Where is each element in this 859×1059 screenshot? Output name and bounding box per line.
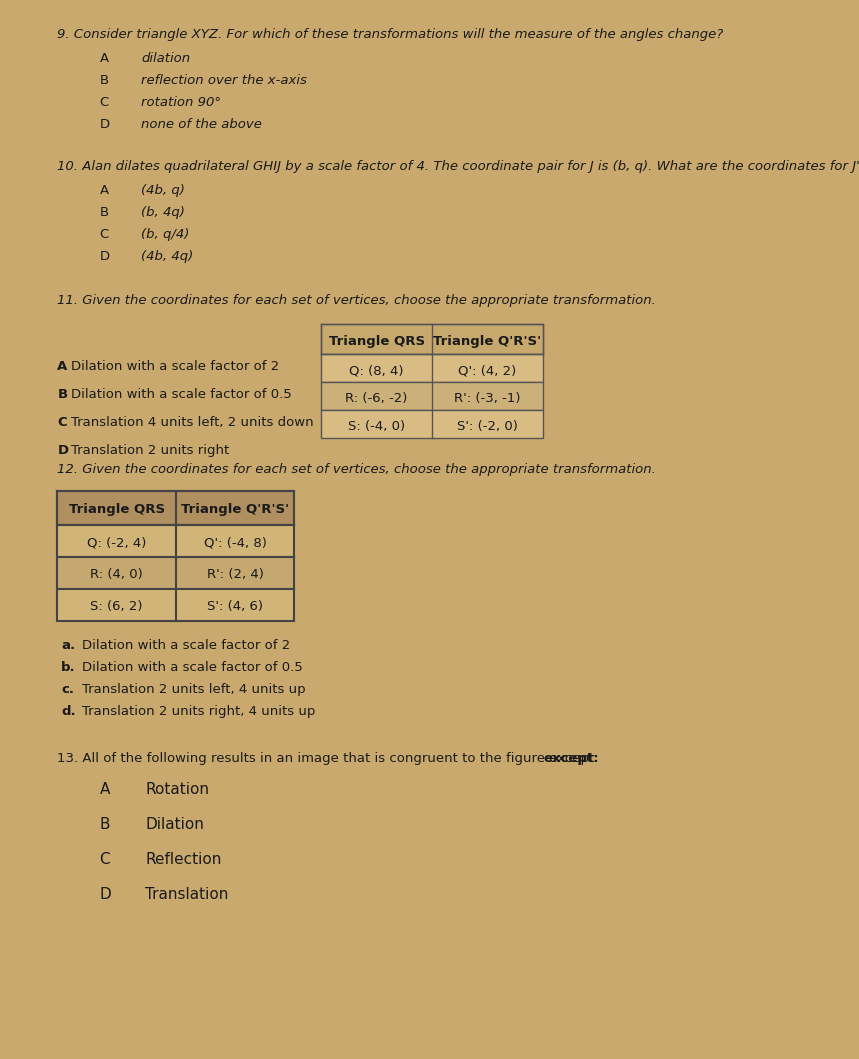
Text: S': (-2, 0): S': (-2, 0) <box>457 420 518 433</box>
Text: C: C <box>100 852 110 867</box>
Text: C: C <box>58 416 67 429</box>
Text: D: D <box>100 118 110 131</box>
Text: (4b, 4q): (4b, 4q) <box>142 250 194 263</box>
Text: D: D <box>100 250 110 263</box>
Text: C: C <box>100 96 108 109</box>
Text: Triangle Q'R'S': Triangle Q'R'S' <box>434 335 541 348</box>
Text: a.: a. <box>61 639 76 652</box>
Bar <box>58 525 295 557</box>
Bar <box>58 491 295 525</box>
Text: R: (-6, -2): R: (-6, -2) <box>345 392 408 405</box>
Bar <box>58 589 295 621</box>
Text: 11. Given the coordinates for each set of vertices, choose the appropriate trans: 11. Given the coordinates for each set o… <box>58 294 656 307</box>
Text: c.: c. <box>61 683 74 696</box>
Text: (b, q/4): (b, q/4) <box>142 228 190 241</box>
Text: 13. All of the following results in an image that is congruent to the figure exc: 13. All of the following results in an i… <box>58 752 599 765</box>
Text: Translation 4 units left, 2 units down: Translation 4 units left, 2 units down <box>71 416 314 429</box>
Text: A: A <box>100 52 108 65</box>
Text: 13. All of the following results in an image that is congruent to the figure: 13. All of the following results in an i… <box>58 752 550 765</box>
Text: A: A <box>100 782 110 797</box>
Text: Rotation: Rotation <box>145 782 210 797</box>
Text: C: C <box>100 228 108 241</box>
Text: B: B <box>100 207 108 219</box>
Text: A: A <box>100 184 108 197</box>
Text: 9. Consider triangle XYZ. For which of these transformations will the measure of: 9. Consider triangle XYZ. For which of t… <box>58 28 723 41</box>
Text: B: B <box>58 388 68 401</box>
Text: reflection over the x-axis: reflection over the x-axis <box>142 74 308 87</box>
Bar <box>321 354 543 382</box>
Text: Dilation with a scale factor of 0.5: Dilation with a scale factor of 0.5 <box>71 388 292 401</box>
Text: (4b, q): (4b, q) <box>142 184 186 197</box>
Text: Translation 2 units left, 4 units up: Translation 2 units left, 4 units up <box>82 683 306 696</box>
Text: S': (4, 6): S': (4, 6) <box>207 600 263 613</box>
Text: Q: (8, 4): Q: (8, 4) <box>350 364 404 377</box>
Text: rotation 90°: rotation 90° <box>142 96 222 109</box>
Bar <box>321 410 543 438</box>
Text: S: (6, 2): S: (6, 2) <box>90 600 143 613</box>
Text: b.: b. <box>61 661 76 674</box>
Text: Dilation with a scale factor of 0.5: Dilation with a scale factor of 0.5 <box>82 661 302 674</box>
Bar <box>321 382 543 410</box>
Text: R: (4, 0): R: (4, 0) <box>90 568 143 581</box>
Text: (b, 4q): (b, 4q) <box>142 207 186 219</box>
Text: Reflection: Reflection <box>145 852 222 867</box>
Text: R': (-3, -1): R': (-3, -1) <box>454 392 521 405</box>
Text: Q: (-2, 4): Q: (-2, 4) <box>87 536 146 549</box>
Text: Dilation: Dilation <box>145 816 204 832</box>
Text: 12. Given the coordinates for each set of vertices, choose the appropriate trans: 12. Given the coordinates for each set o… <box>58 463 656 475</box>
Text: Translation: Translation <box>145 887 228 902</box>
Text: Translation 2 units right, 4 units up: Translation 2 units right, 4 units up <box>82 705 315 718</box>
Text: 10. Alan dilates quadrilateral GHIJ by a scale factor of 4. The coordinate pair : 10. Alan dilates quadrilateral GHIJ by a… <box>58 160 859 173</box>
Text: D: D <box>58 444 69 457</box>
Text: Translation 2 units right: Translation 2 units right <box>71 444 229 457</box>
Text: except:: except: <box>543 752 599 765</box>
Text: B: B <box>100 74 108 87</box>
Text: B: B <box>100 816 110 832</box>
Text: R': (2, 4): R': (2, 4) <box>207 568 264 581</box>
Text: none of the above: none of the above <box>142 118 262 131</box>
Text: Q': (-4, 8): Q': (-4, 8) <box>204 536 266 549</box>
Text: Dilation with a scale factor of 2: Dilation with a scale factor of 2 <box>71 360 279 373</box>
Text: Q': (4, 2): Q': (4, 2) <box>459 364 516 377</box>
Text: A: A <box>58 360 68 373</box>
Text: d.: d. <box>61 705 76 718</box>
Text: S: (-4, 0): S: (-4, 0) <box>348 420 405 433</box>
Text: Dilation with a scale factor of 2: Dilation with a scale factor of 2 <box>82 639 290 652</box>
Bar <box>58 557 295 589</box>
Text: dilation: dilation <box>142 52 191 65</box>
Text: Triangle Q'R'S': Triangle Q'R'S' <box>181 503 289 516</box>
Text: Triangle QRS: Triangle QRS <box>328 335 424 348</box>
Text: Triangle QRS: Triangle QRS <box>69 503 165 516</box>
Text: D: D <box>100 887 111 902</box>
Bar <box>321 324 543 354</box>
